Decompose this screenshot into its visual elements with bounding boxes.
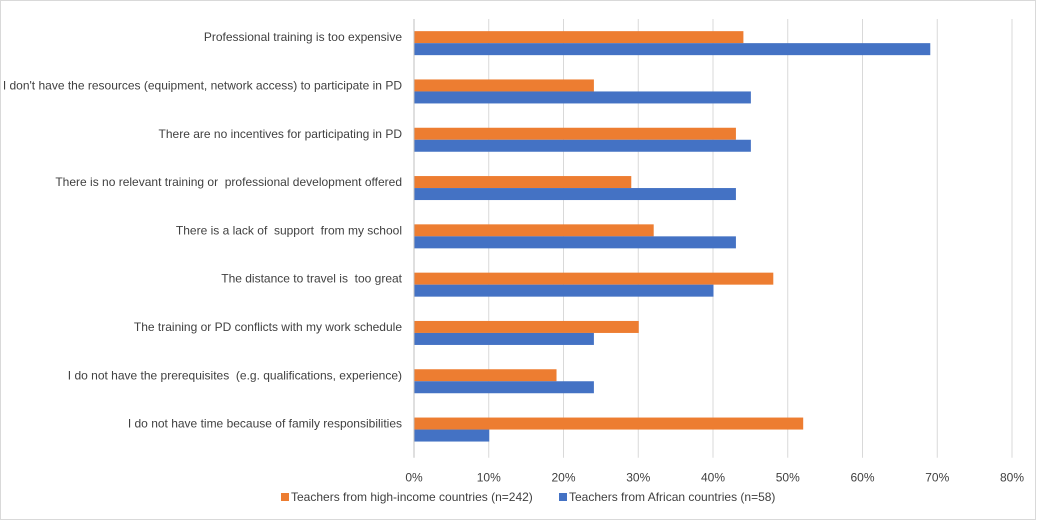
- x-tick-label: 60%: [850, 471, 874, 485]
- x-tick-label: 0%: [405, 471, 423, 485]
- bar-african-0: [414, 43, 931, 56]
- bar-high-income-1: [414, 79, 594, 92]
- bar-high-income-4: [414, 224, 654, 237]
- x-tick-label: 30%: [626, 471, 650, 485]
- bar-high-income-7: [414, 369, 557, 382]
- category-label: The distance to travel is too great: [221, 272, 402, 286]
- x-tick-label: 70%: [925, 471, 949, 485]
- bar-african-6: [414, 332, 594, 345]
- bars: [414, 31, 931, 442]
- legend: Teachers from high-income countries (n=2…: [281, 490, 775, 504]
- category-label: I do not have the prerequisites (e.g. qu…: [68, 368, 402, 382]
- category-labels: Professional training is too expensive I …: [3, 30, 403, 430]
- x-tick-label: 10%: [477, 471, 501, 485]
- x-tick-label: 20%: [551, 471, 575, 485]
- bar-african-3: [414, 188, 736, 201]
- bar-african-1: [414, 91, 751, 104]
- bar-high-income-5: [414, 272, 774, 285]
- x-tick-label: 50%: [776, 471, 800, 485]
- bar-high-income-0: [414, 31, 744, 44]
- bar-african-7: [414, 381, 594, 394]
- category-label: I do not have time because of family res…: [128, 417, 402, 431]
- bar-african-4: [414, 236, 736, 249]
- bar-high-income-3: [414, 176, 632, 189]
- category-label: There is a lack of support from my schoo…: [176, 223, 402, 237]
- category-label: Professional training is too expensive: [204, 30, 402, 44]
- x-axis-ticks: 0% 10% 20% 30% 40% 50% 60% 70% 80%: [405, 471, 1024, 485]
- bar-high-income-8: [414, 417, 804, 430]
- x-tick-label: 80%: [1000, 471, 1024, 485]
- bar-high-income-6: [414, 320, 639, 333]
- category-label: There are no incentives for participatin…: [159, 127, 403, 141]
- legend-label-high-income: Teachers from high-income countries (n=2…: [291, 490, 533, 504]
- category-label: The training or PD conflicts with my wor…: [134, 320, 402, 334]
- legend-label-african: Teachers from African countries (n=58): [569, 490, 775, 504]
- bar-african-8: [414, 429, 490, 442]
- legend-swatch-african: [559, 493, 567, 501]
- legend-swatch-high-income: [281, 493, 289, 501]
- bar-african-5: [414, 284, 714, 297]
- x-tick-label: 40%: [701, 471, 725, 485]
- category-label: I don't have the resources (equipment, n…: [3, 78, 402, 92]
- bar-high-income-2: [414, 127, 736, 140]
- category-label: There is no relevant training or profess…: [55, 175, 402, 189]
- bar-african-2: [414, 139, 751, 152]
